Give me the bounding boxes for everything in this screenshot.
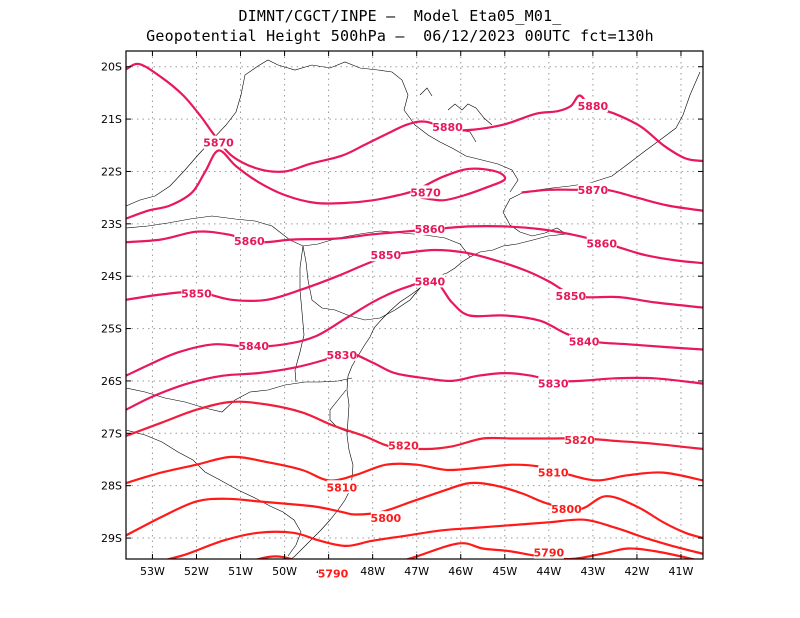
contour-label-bg [538,376,569,390]
contour-label-bg [555,289,586,303]
contour-label: 5880 [578,100,609,113]
contour-line-5790 [165,518,703,559]
contour-label-bg [586,236,617,250]
lat-tick-label: 29S [101,532,122,545]
contour-label-bg [538,465,569,479]
contour-label-bg [414,222,445,236]
contour-label-bg [577,182,608,196]
contour-label: 5860 [586,238,617,251]
contour-labels: 5880 5880 5870 5870 5870 5860 5860 5860 5850 5850… [181,98,617,581]
contour-label: 5840 [238,340,269,353]
contour-label-bg [577,98,608,112]
contour-label-bg [238,338,269,352]
state-border-4 [302,245,421,321]
lon-tick-label: 42W [624,565,649,578]
state-border-1 [126,59,409,207]
contour-label-bg [370,248,401,262]
contour-label-bg [326,347,357,361]
contour-label-bg [318,566,349,580]
lon-tick-label: 52W [184,565,209,578]
contour-line-5810 [126,455,703,485]
lon-tick-label: 53W [140,565,165,578]
plot-frame [125,50,704,560]
lon-tick-label: 48W [360,565,385,578]
lat-tick-label: 22S [101,165,122,178]
contour-label-bg [410,185,441,199]
contour-label-bg [370,511,401,525]
contour-label: 5840 [569,336,600,349]
contour-line-5830 [126,350,703,411]
international-border [126,429,302,557]
contour-label: 5840 [415,275,446,288]
map-title-line-1: DIMNT/CGCT/INPE – Model Eta05_M01_ [238,7,562,25]
contour-label-bg [533,545,564,559]
contour-label-bg [203,135,234,149]
lon-tick-label: 50W [272,565,297,578]
lon-tick-label: 47W [404,565,429,578]
contour-label-bg [181,286,212,300]
contour-label: 5830 [327,349,358,362]
state-border-2 [403,109,519,193]
contour-line-5870 [126,149,507,220]
lat-tick-label: 25S [101,323,122,336]
political-borders [126,59,701,559]
contour-label: 5820 [388,439,419,452]
contour-label-bg [414,274,445,288]
river-border [294,245,305,383]
contour-label: 5870 [578,184,609,197]
contour-label: 5870 [203,137,234,150]
contour-label-bg [551,502,582,516]
contour-label: 5810 [327,481,358,494]
contour-line-5870 [521,188,703,212]
contour-label: 5830 [538,378,569,391]
contour-label-bg [388,438,419,452]
contour-label-bg [234,234,265,248]
lat-tick-label: 28S [101,480,122,493]
contour-label: 5800 [371,512,402,525]
contour-label: 5850 [371,249,402,262]
contour-line-5800 [126,481,703,540]
lon-tick-label: 41W [669,565,694,578]
contour-line-5780 [254,542,698,559]
lat-tick-label: 20S [101,61,122,74]
contour-label: 5820 [564,434,595,447]
lat-lon-grid [126,51,703,559]
contour-label: 5800 [551,503,582,516]
axis-ticks: 53W52W51W50W49W48W47W46W45W44W43W42W41W2… [101,51,703,578]
contour-label: 5870 [410,186,441,199]
map-title-line-2: Geopotential Height 500hPa – 06/12/2023 … [146,27,654,45]
lat-tick-label: 26S [101,375,122,388]
contour-label: 5790 [318,568,349,581]
contour-label-bg [569,334,600,348]
contour-label: 5880 [432,121,463,134]
lon-tick-label: 44W [536,565,561,578]
lon-tick-label: 45W [492,565,517,578]
contour-label: 5860 [415,223,446,236]
coastline [290,71,701,559]
contour-label: 5790 [534,547,565,560]
contour-label-bg [564,433,595,447]
contour-label-bg [326,480,357,494]
lat-tick-label: 23S [101,218,122,231]
lat-tick-label: 24S [101,270,122,283]
lat-tick-label: 21S [101,113,122,126]
contour-label: 5810 [538,467,569,480]
lon-tick-label: 43W [580,565,605,578]
contour-label: 5850 [181,287,212,300]
contour-label-bg [432,119,463,133]
lat-tick-label: 27S [101,427,122,440]
contour-label: 5850 [556,290,587,303]
contour-label: 5860 [234,235,265,248]
lon-tick-label: 51W [228,565,253,578]
state-border-5 [126,377,353,413]
lon-tick-label: 46W [448,565,473,578]
